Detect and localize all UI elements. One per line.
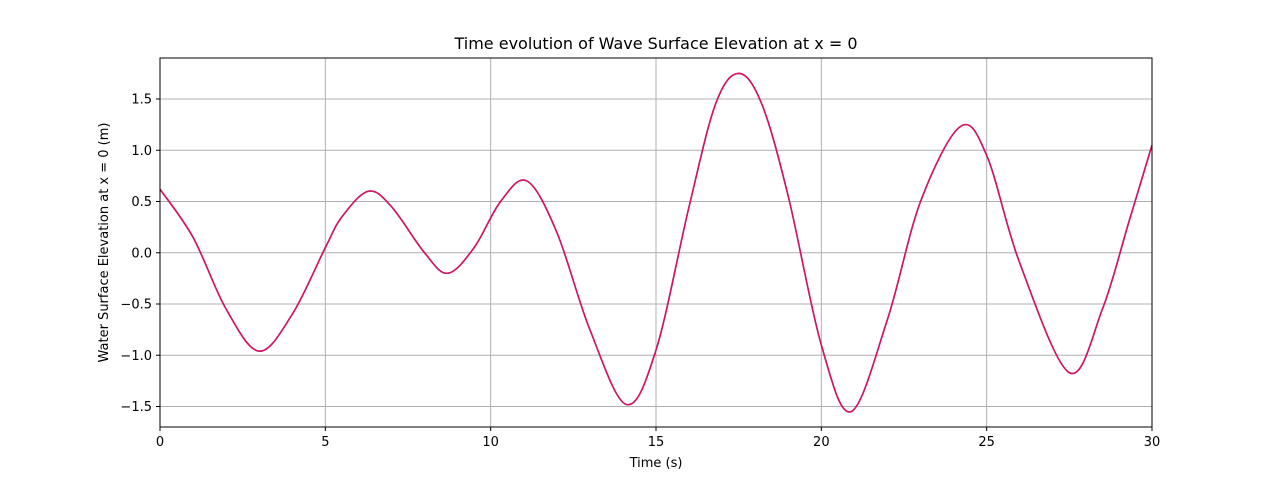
x-tick-label: 30 xyxy=(1144,435,1161,450)
x-axis-label: Time (s) xyxy=(629,456,683,471)
y-tick-label: −1.5 xyxy=(120,400,152,415)
ticks: 0 5 10 15 20 25 30 −1.5 −1.0 −0.5 0.0 0.5 1.0 1.5 xyxy=(120,93,1160,451)
series-layer xyxy=(159,72,1153,413)
x-tick-label: 20 xyxy=(813,435,830,450)
y-tick-label: −0.5 xyxy=(120,298,152,313)
y-tick-label: 1.0 xyxy=(131,144,152,159)
y-tick-label: 1.5 xyxy=(131,93,152,108)
series-line-2 xyxy=(159,72,1153,413)
y-tick-label: −1.0 xyxy=(120,349,152,364)
x-tick-label: 5 xyxy=(321,435,329,450)
x-tick-label: 0 xyxy=(156,435,164,450)
grid xyxy=(159,58,1153,427)
y-axis-label: Water Surface Elevation at x = 0 (m) xyxy=(97,123,112,363)
chart-title: Time evolution of Wave Surface Elevation… xyxy=(453,34,857,53)
x-tick-label: 15 xyxy=(648,435,665,450)
y-tick-label: 0.0 xyxy=(131,246,152,261)
y-tick-label: 0.5 xyxy=(131,195,152,210)
x-tick-label: 10 xyxy=(482,435,499,450)
x-tick-label: 25 xyxy=(978,435,995,450)
